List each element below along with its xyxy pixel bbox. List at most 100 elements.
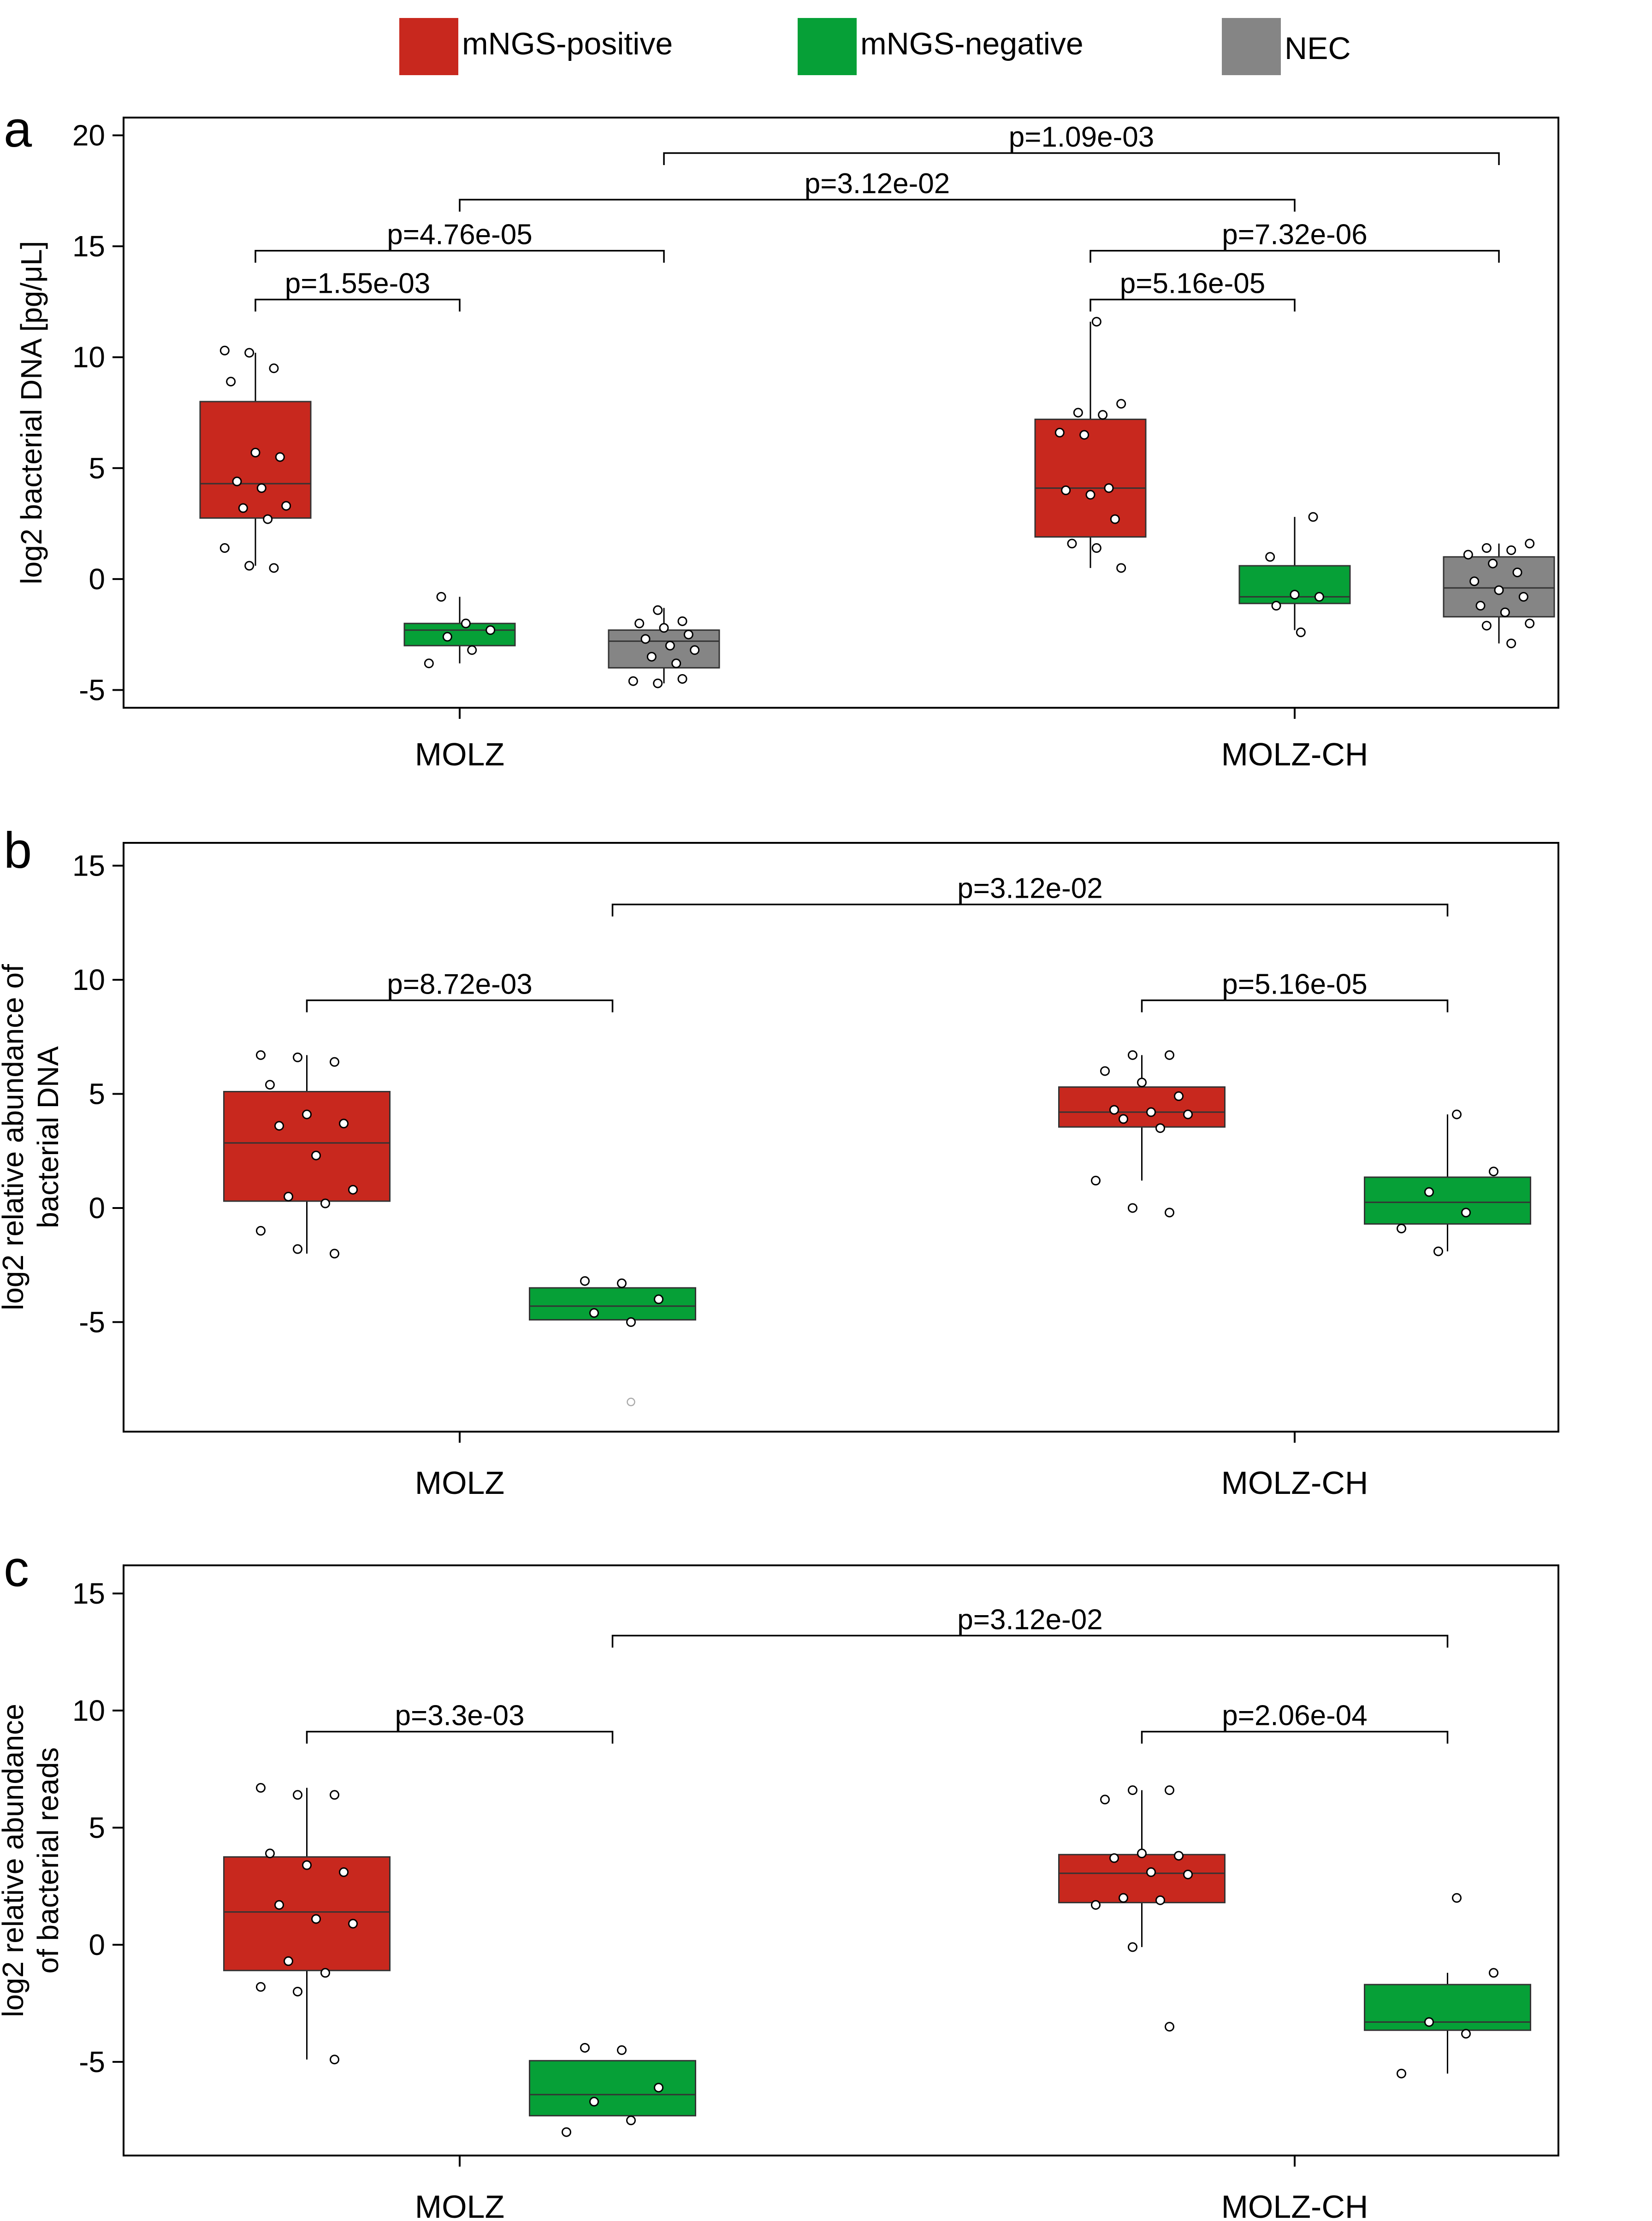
- data-point: [1116, 399, 1126, 409]
- data-point: [265, 1080, 275, 1090]
- data-point: [256, 1226, 266, 1236]
- data-point: [562, 2127, 571, 2137]
- data-point: [1174, 1091, 1184, 1101]
- data-point: [1109, 1853, 1119, 1863]
- data-point: [284, 1956, 293, 1966]
- data-point: [1183, 1109, 1193, 1119]
- legend-label-1: mNGS-positive: [462, 26, 673, 61]
- box-c-mNGS-negative-MOLZ: [529, 2043, 696, 2137]
- significance-bracket-a-3: p=1.09e-03: [663, 121, 1500, 165]
- legend-swatch-1: [399, 18, 458, 75]
- bracket-line: [306, 1730, 614, 1744]
- data-point: [1469, 576, 1480, 586]
- data-point: [683, 629, 693, 640]
- legend-label-2: mNGS-negative: [860, 26, 1084, 61]
- plot-frame-c: [123, 1564, 1559, 2156]
- p-value-label: p=8.72e-03: [387, 969, 532, 1001]
- box-body: [403, 622, 516, 646]
- y-tick-label-b-4: 15: [72, 849, 105, 882]
- data-point: [250, 448, 261, 458]
- y-axis-label-line-c-0: log2 relative abundance: [0, 1704, 30, 2017]
- data-point: [1061, 485, 1071, 495]
- box-body: [223, 1091, 391, 1202]
- box-b-mNGS-positive-MOLZ: [223, 1050, 391, 1259]
- y-tick-label-a-5: 20: [72, 118, 105, 152]
- data-point: [1397, 2068, 1406, 2079]
- data-point: [589, 1308, 599, 1318]
- bracket-line: [1089, 298, 1296, 312]
- data-point: [461, 618, 471, 628]
- data-point: [339, 1867, 349, 1877]
- panel-b: b -5 0 5 10 15 MOLZ MOLZ-CH log2 relative abunda…: [0, 822, 1559, 1501]
- data-point: [1424, 1187, 1434, 1197]
- y-tick-label-c-4: 15: [72, 1577, 105, 1610]
- box-body: [529, 2060, 696, 2117]
- significance-bracket-a-4: p=5.16e-05: [1089, 268, 1296, 312]
- significance-bracket-c-0: p=3.3e-03: [306, 1700, 614, 1744]
- data-point: [1165, 2022, 1174, 2032]
- data-point: [244, 348, 255, 358]
- data-point: [1091, 317, 1101, 327]
- category-label-c-0: MOLZ: [415, 2189, 504, 2221]
- data-point: [1525, 539, 1535, 549]
- data-point: [671, 658, 681, 669]
- data-point: [628, 676, 638, 686]
- data-point: [436, 592, 446, 602]
- y-axis-label-line-a-0: log2 bacterial DNA [pg/μL]: [15, 241, 48, 585]
- box-body: [1034, 418, 1147, 538]
- data-point: [1397, 1223, 1406, 1233]
- bracket-line: [255, 249, 665, 263]
- panel-a: a -5 0 5 10 15 20 MOLZ MOLZ-CH log2 bacterial DNA…: [4, 101, 1559, 772]
- data-point: [1119, 1114, 1128, 1124]
- data-point: [330, 1790, 339, 1800]
- category-label-b-1: MOLZ-CH: [1221, 1465, 1368, 1501]
- box-a-NEC-MOLZ: [608, 605, 720, 688]
- data-point: [1512, 567, 1522, 577]
- data-point: [1116, 563, 1126, 573]
- data-point: [626, 1317, 636, 1327]
- data-point: [256, 1783, 266, 1793]
- data-point: [1100, 1066, 1110, 1076]
- data-point: [589, 2097, 599, 2107]
- box-b-mNGS-negative-MOLZ: [529, 1276, 696, 1327]
- y-tick-label-a-1: 0: [89, 563, 105, 596]
- data-point: [580, 1276, 590, 1286]
- data-point: [1091, 543, 1101, 553]
- panel-letter-b: b: [4, 822, 32, 879]
- data-point: [634, 618, 645, 628]
- p-value-label: p=3.12e-02: [957, 873, 1102, 905]
- bracket-line: [663, 152, 1500, 165]
- data-point: [302, 1109, 312, 1119]
- box-body: [1058, 1854, 1226, 1903]
- data-point: [617, 1278, 627, 1288]
- bracket-line: [1141, 1730, 1449, 1744]
- data-point: [1296, 627, 1306, 637]
- data-point: [281, 501, 291, 511]
- data-point: [348, 1919, 358, 1929]
- data-point: [690, 645, 700, 655]
- data-point: [1165, 1785, 1174, 1795]
- outlier-point-b-0: [627, 1398, 635, 1406]
- y-axis-label-line-b-0: log2 relative abundance of: [0, 964, 30, 1310]
- box-body: [529, 1287, 696, 1321]
- data-point: [219, 543, 230, 553]
- y-tick-label-a-0: -5: [79, 674, 105, 707]
- data-point: [275, 452, 285, 462]
- category-label-a-1: MOLZ-CH: [1221, 736, 1368, 772]
- p-value-label: p=1.09e-03: [1009, 121, 1154, 153]
- legend: mNGS-positive mNGS-negative NEC: [399, 18, 1351, 75]
- data-point: [1119, 1893, 1128, 1903]
- data-point: [654, 2083, 663, 2093]
- significance-bracket-a-1: p=4.76e-05: [255, 219, 665, 263]
- data-point: [284, 1191, 293, 1202]
- p-value-label: p=3.12e-02: [805, 168, 950, 200]
- data-point: [1489, 1167, 1498, 1177]
- p-value-label: p=5.16e-05: [1120, 268, 1265, 300]
- y-tick-label-a-4: 15: [72, 230, 105, 263]
- legend-label-3: NEC: [1285, 31, 1351, 66]
- data-point: [1265, 552, 1275, 562]
- data-point: [1290, 590, 1300, 600]
- y-tick-label-c-1: 0: [89, 1928, 105, 1961]
- p-value-label: p=4.76e-05: [387, 219, 532, 251]
- data-point: [626, 2115, 636, 2126]
